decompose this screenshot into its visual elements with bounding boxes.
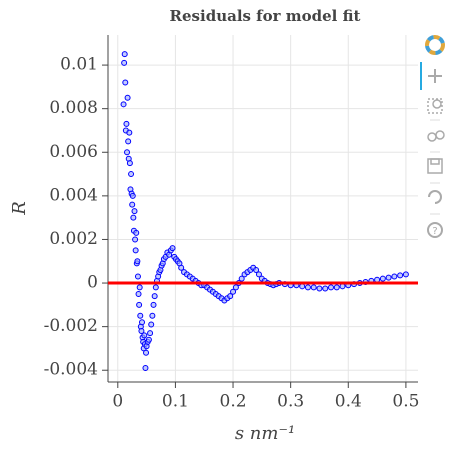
point [397, 272, 404, 279]
point [135, 290, 142, 297]
point [124, 94, 131, 101]
point [304, 284, 311, 291]
point [136, 284, 143, 291]
point [152, 284, 159, 291]
active-indicator [420, 62, 422, 90]
point [126, 160, 133, 167]
x-tick-label: 0.4 [335, 392, 362, 412]
y-tick-label: 0.004 [49, 185, 98, 205]
bokeh-logo[interactable] [425, 35, 445, 55]
wheel-zoom-tool[interactable] [427, 130, 445, 142]
y-tick-label: 0.006 [49, 142, 98, 162]
y-tick-label: 0.002 [49, 229, 98, 249]
point [143, 349, 150, 356]
point [122, 79, 129, 86]
point [134, 258, 141, 265]
point [151, 293, 158, 300]
point [131, 208, 138, 215]
y-tick-label: -0.004 [44, 360, 98, 380]
x-tick-label: 0.1 [162, 392, 189, 412]
y-axis-label: R [9, 201, 30, 216]
point [339, 283, 346, 290]
point [126, 129, 133, 136]
point [138, 327, 145, 334]
point [129, 201, 136, 208]
toolbar: ? [420, 35, 445, 238]
save-tool[interactable] [427, 158, 443, 174]
x-tick-label: 0.5 [392, 392, 419, 412]
point [227, 293, 234, 300]
point [299, 283, 306, 290]
point [147, 330, 154, 337]
point [132, 247, 139, 254]
point [253, 266, 260, 273]
pan-tool[interactable] [428, 69, 442, 83]
point [385, 274, 392, 281]
point [141, 332, 148, 339]
x-tick-label: 0.2 [220, 392, 247, 412]
point [402, 271, 409, 278]
point [232, 284, 239, 291]
point [322, 285, 329, 292]
point [310, 284, 317, 291]
point [379, 275, 386, 282]
point [125, 138, 132, 145]
point [130, 214, 137, 221]
y-tick-label: 0 [87, 273, 98, 293]
point [134, 273, 141, 280]
point [178, 264, 185, 271]
point [374, 276, 381, 283]
point [145, 336, 152, 343]
x-tick-label: 0.3 [277, 392, 304, 412]
point [238, 275, 245, 282]
y-tick-label: -0.002 [44, 316, 98, 336]
point [230, 288, 237, 295]
point [133, 229, 140, 236]
point [327, 284, 334, 291]
point [128, 171, 135, 178]
reset-tool[interactable] [428, 190, 442, 204]
point [255, 271, 262, 278]
box-zoom-tool[interactable] [427, 98, 443, 114]
chart-title: Residuals for model fit [170, 7, 361, 25]
point [150, 301, 157, 308]
point [149, 312, 156, 319]
point [316, 285, 323, 292]
point [391, 273, 398, 280]
point [120, 101, 127, 108]
point [142, 365, 149, 372]
y-tick-label: 0.01 [60, 55, 98, 75]
y-tick-label: 0.008 [49, 98, 98, 118]
point [124, 149, 131, 156]
x-axis-label: s nm⁻¹ [235, 423, 295, 444]
point [132, 236, 139, 243]
x-tick-label: 0 [112, 392, 123, 412]
point [148, 321, 155, 328]
point [121, 59, 128, 66]
point [138, 319, 145, 326]
point [137, 312, 144, 319]
point [333, 284, 340, 291]
svg-text:?: ? [432, 226, 437, 237]
point [136, 301, 143, 308]
point [121, 51, 128, 58]
point [169, 245, 176, 252]
help-tool[interactable]: ? [427, 222, 443, 238]
point [129, 192, 136, 199]
point [123, 120, 130, 127]
